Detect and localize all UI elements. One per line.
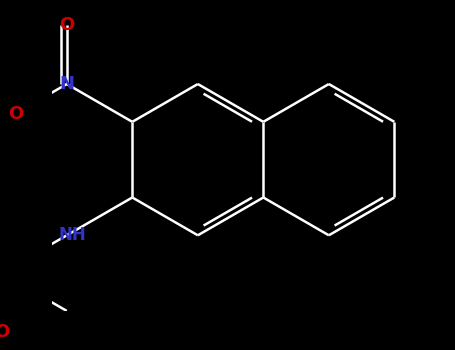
Text: NH: NH	[59, 226, 87, 244]
Text: O: O	[0, 323, 9, 341]
Text: O: O	[59, 16, 75, 34]
Text: N: N	[59, 75, 74, 93]
Text: O: O	[8, 105, 23, 122]
